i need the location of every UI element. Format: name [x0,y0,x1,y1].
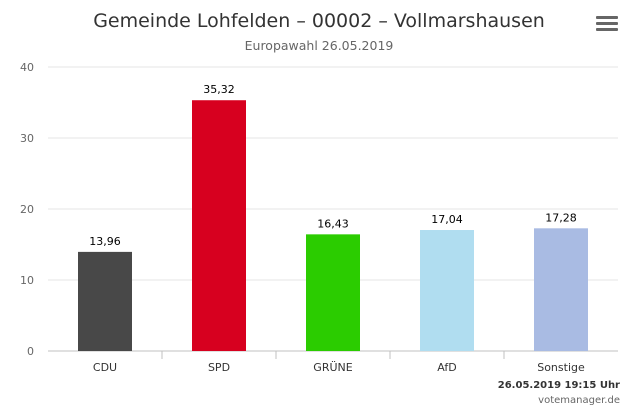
bar [306,234,360,351]
data-label: 35,32 [203,83,235,96]
data-label: 17,28 [545,211,577,224]
data-label: 13,96 [89,235,121,248]
footer-credit: votemanager.de [538,395,620,406]
chart-subtitle: Europawahl 26.05.2019 [244,38,394,53]
y-tick-label: 40 [20,61,34,74]
chart-title: Gemeinde Lohfelden – 00002 – Vollmarshau… [93,10,545,32]
y-tick-label: 30 [20,132,34,145]
data-label: 17,04 [431,213,463,226]
x-tick-label: Sonstige [537,361,585,374]
x-tick-label: GRÜNE [313,361,352,374]
y-tick-label: 10 [20,274,34,287]
x-tick-label: SPD [208,361,230,374]
y-tick-label: 20 [20,203,34,216]
x-tick-label: AfD [437,361,456,374]
data-label: 16,43 [317,217,349,230]
y-tick-label: 0 [27,345,34,358]
bar [78,251,132,351]
x-tick-label: CDU [93,361,117,374]
bar [192,100,246,351]
bar [534,228,588,351]
hamburger-menu-icon[interactable] [596,16,618,36]
footer-timestamp: 26.05.2019 19:15 Uhr [497,380,620,391]
bar [420,230,474,351]
